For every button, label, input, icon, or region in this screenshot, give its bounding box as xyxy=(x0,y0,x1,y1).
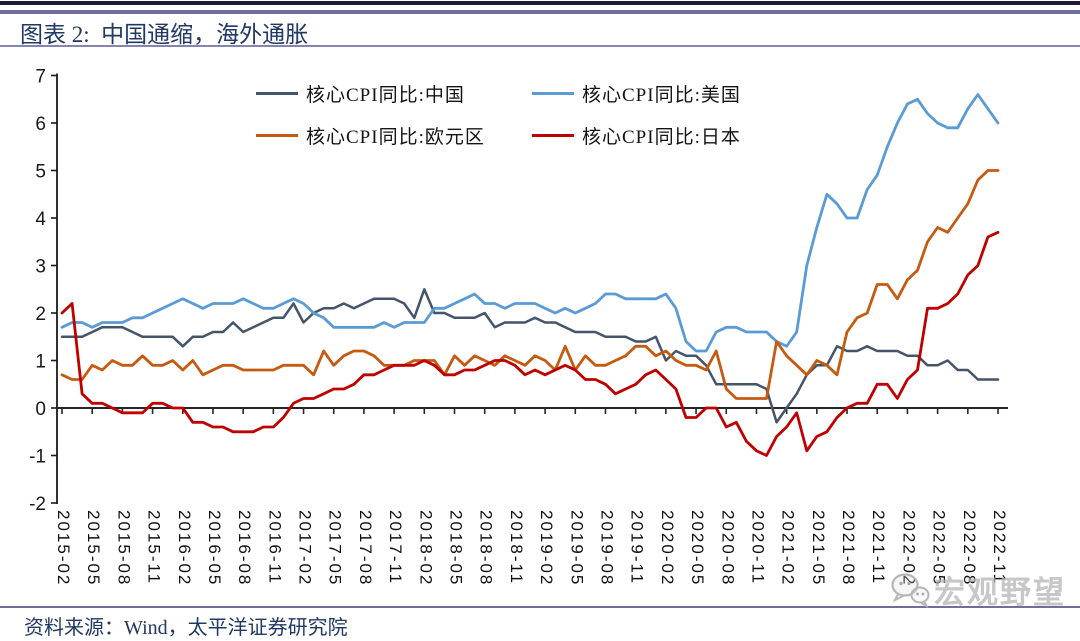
legend-item-us: 核心CPI同比:美国 xyxy=(532,82,741,106)
core-cpi-line-chart: 7 6 5 4 3 2 1 0 -1 -2 2015-02 2015-05 2015-08 2015-11… xyxy=(29,67,1009,587)
legend-line-swatch-eurozone xyxy=(256,133,298,137)
svg-text:3: 3 xyxy=(35,257,46,278)
footer-rule xyxy=(0,606,1080,608)
svg-text:2019-05: 2019-05 xyxy=(567,510,586,586)
svg-text:7: 7 xyxy=(35,67,46,88)
svg-text:2019-08: 2019-08 xyxy=(598,510,617,586)
svg-text:2018-02: 2018-02 xyxy=(416,510,435,586)
svg-text:2017-02: 2017-02 xyxy=(296,510,315,586)
svg-text:2: 2 xyxy=(35,304,46,325)
legend-item-china: 核心CPI同比:中国 xyxy=(256,82,532,106)
legend-line-swatch-us xyxy=(532,91,574,95)
legend-line-swatch-china xyxy=(256,91,298,95)
svg-text:2021-11: 2021-11 xyxy=(869,510,888,585)
legend-label-japan: 核心CPI同比:日本 xyxy=(582,126,741,148)
svg-text:2022-11: 2022-11 xyxy=(990,510,1009,585)
svg-text:-1: -1 xyxy=(29,447,46,468)
svg-text:2017-08: 2017-08 xyxy=(356,510,375,586)
figure-title: 图表 2: 中国通缩，海外通胀 xyxy=(20,22,309,47)
svg-text:2015-08: 2015-08 xyxy=(114,510,133,586)
svg-text:2022-08: 2022-08 xyxy=(960,510,979,586)
svg-text:-2: -2 xyxy=(29,494,46,515)
svg-text:2018-05: 2018-05 xyxy=(447,510,466,586)
svg-text:2021-02: 2021-02 xyxy=(779,510,798,586)
svg-text:6: 6 xyxy=(35,114,46,135)
legend-line-swatch-japan xyxy=(532,133,574,137)
svg-text:2016-08: 2016-08 xyxy=(235,510,254,586)
svg-text:2016-05: 2016-05 xyxy=(205,510,224,586)
svg-text:2020-11: 2020-11 xyxy=(749,510,768,585)
legend-label-us: 核心CPI同比:美国 xyxy=(582,84,741,106)
svg-text:2022-02: 2022-02 xyxy=(899,510,918,586)
svg-text:2016-02: 2016-02 xyxy=(175,510,194,586)
chart-legend: 核心CPI同比:中国 核心CPI同比:美国 核心CPI同比:欧元区 核心CPI同… xyxy=(256,82,741,148)
svg-text:1: 1 xyxy=(35,352,46,373)
svg-text:2021-05: 2021-05 xyxy=(809,510,828,586)
svg-text:2015-11: 2015-11 xyxy=(145,510,164,585)
svg-text:2017-05: 2017-05 xyxy=(326,510,345,586)
svg-text:2019-02: 2019-02 xyxy=(537,510,556,586)
svg-text:5: 5 xyxy=(35,162,46,183)
svg-text:2021-08: 2021-08 xyxy=(839,510,858,586)
svg-text:2018-08: 2018-08 xyxy=(477,510,496,586)
svg-text:2017-11: 2017-11 xyxy=(386,510,405,585)
svg-text:2019-11: 2019-11 xyxy=(628,510,647,585)
svg-text:2015-05: 2015-05 xyxy=(84,510,103,586)
svg-text:0: 0 xyxy=(35,399,46,420)
legend-item-japan: 核心CPI同比:日本 xyxy=(532,124,741,148)
svg-text:2016-11: 2016-11 xyxy=(265,510,284,585)
svg-text:4: 4 xyxy=(35,209,46,230)
svg-text:2020-02: 2020-02 xyxy=(658,510,677,586)
legend-item-eurozone: 核心CPI同比:欧元区 xyxy=(256,124,532,148)
svg-text:2022-05: 2022-05 xyxy=(930,510,949,586)
title-underline xyxy=(0,45,1080,47)
top-border-dark xyxy=(0,1,1080,5)
svg-text:2020-08: 2020-08 xyxy=(718,510,737,586)
svg-text:2015-02: 2015-02 xyxy=(54,510,73,586)
top-border-blue xyxy=(0,10,1080,14)
legend-label-eurozone: 核心CPI同比:欧元区 xyxy=(306,126,485,148)
legend-label-china: 核心CPI同比:中国 xyxy=(306,84,465,106)
source-note: 资料来源：Wind，太平洋证券研究院 xyxy=(24,617,348,639)
svg-text:2020-05: 2020-05 xyxy=(688,510,707,586)
svg-text:2018-11: 2018-11 xyxy=(507,510,526,585)
